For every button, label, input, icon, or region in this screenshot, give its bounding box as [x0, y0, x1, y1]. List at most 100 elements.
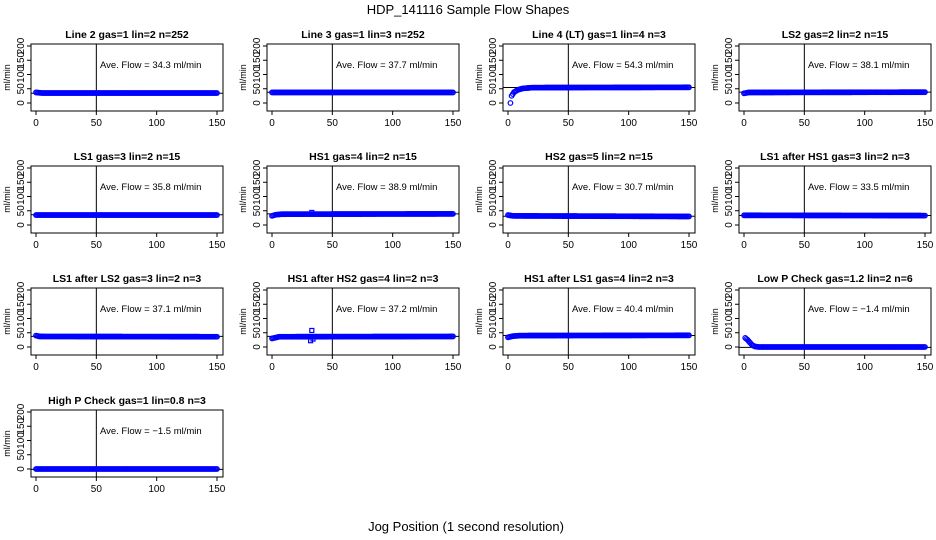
y-tick-label: 150 [724, 295, 735, 312]
plot-frame [30, 43, 224, 112]
x-tick-label: 0 [33, 240, 39, 251]
x-tick-label: 100 [856, 362, 873, 373]
x-tick-label: 0 [505, 362, 511, 373]
y-tick-label: 0 [16, 344, 27, 350]
panel-title: Line 4 (LT) gas=1 lin=4 n=3 [532, 29, 666, 41]
x-tick-label: 100 [148, 118, 165, 129]
y-tick-label: 100 [488, 188, 499, 205]
y-tick-label: 0 [488, 344, 499, 350]
outlier-point [309, 209, 315, 216]
data-series [33, 212, 220, 218]
y-tick-label: 100 [16, 66, 27, 83]
avg-flow-annotation: Ave. Flow = 30.7 ml/min [572, 182, 673, 193]
data-series [269, 327, 456, 344]
x-tick-label: 100 [620, 240, 637, 251]
y-tick-label: 200 [16, 403, 27, 420]
figure-title: HDP_141116 Sample Flow Shapes [367, 2, 570, 17]
data-point [507, 100, 514, 106]
x-tick-label: 150 [209, 118, 226, 129]
y-tick-label: 100 [488, 66, 499, 83]
x-tick-label: 100 [384, 362, 401, 373]
y-axis-label: ml/min [2, 186, 12, 213]
y-tick-label: 200 [252, 37, 263, 54]
plot-frame [30, 409, 224, 478]
avg-flow-annotation: Ave. Flow = 38.1 ml/min [808, 60, 909, 71]
y-axis-label: ml/min [710, 186, 720, 213]
y-tick-label: 100 [252, 188, 263, 205]
x-tick-label: 150 [445, 240, 462, 251]
y-axis-label: ml/min [238, 186, 248, 213]
y-tick-label: 200 [488, 159, 499, 176]
y-tick-label: 200 [488, 37, 499, 54]
x-axis-label: Jog Position (1 second resolution) [368, 519, 564, 534]
y-tick-label: 50 [252, 205, 263, 217]
plot-frame [738, 165, 932, 234]
panel-title: HS2 gas=5 lin=2 n=15 [545, 151, 653, 163]
panel-title: HS1 after LS1 gas=4 lin=2 n=3 [524, 273, 674, 285]
y-tick-label: 150 [252, 173, 263, 190]
plot-frame [502, 287, 696, 356]
data-point [214, 333, 220, 340]
x-tick-label: 150 [681, 240, 698, 251]
y-tick-label: 200 [724, 37, 735, 54]
y-axis-label: ml/min [238, 64, 248, 91]
y-tick-label: 0 [724, 222, 735, 228]
panel-title: LS1 after HS1 gas=3 lin=2 n=3 [760, 151, 910, 163]
x-tick-label: 0 [269, 240, 275, 251]
y-tick-label: 0 [488, 100, 499, 106]
x-tick-label: 100 [620, 118, 637, 129]
x-tick-label: 100 [384, 240, 401, 251]
y-tick-label: 50 [16, 83, 27, 95]
outlier-point [309, 327, 315, 334]
panel-title: LS1 gas=3 lin=2 n=15 [74, 151, 181, 163]
plot-frame [30, 165, 224, 234]
plot-frame [266, 165, 460, 234]
y-tick-label: 100 [16, 188, 27, 205]
x-tick-label: 0 [33, 118, 39, 129]
x-tick-label: 100 [620, 362, 637, 373]
avg-flow-annotation: Ave. Flow = 38.9 ml/min [336, 182, 437, 193]
x-tick-label: 50 [799, 240, 811, 251]
data-point [922, 89, 928, 96]
y-axis-label: ml/min [2, 430, 12, 457]
x-tick-label: 50 [327, 240, 339, 251]
avg-flow-annotation: Ave. Flow = −1.5 ml/min [100, 426, 202, 437]
y-tick-label: 50 [488, 205, 499, 217]
x-tick-label: 0 [741, 240, 747, 251]
x-tick-label: 50 [91, 362, 103, 373]
y-tick-label: 100 [724, 66, 735, 83]
panel: HS1 after HS2 gas=4 lin=2 n=305010015020… [238, 273, 462, 373]
y-tick-label: 150 [16, 295, 27, 312]
x-tick-label: 150 [681, 118, 698, 129]
x-tick-label: 150 [445, 118, 462, 129]
panel-title: LS2 gas=2 lin=2 n=15 [782, 29, 889, 41]
y-tick-label: 100 [16, 310, 27, 327]
y-tick-label: 50 [724, 327, 735, 339]
plot-frame [502, 165, 696, 234]
plot-frame [738, 287, 932, 356]
x-tick-label: 100 [856, 118, 873, 129]
y-axis-label: ml/min [2, 308, 12, 335]
data-point [686, 332, 692, 339]
y-axis-label: ml/min [238, 308, 248, 335]
y-tick-label: 200 [252, 159, 263, 176]
data-series [741, 89, 928, 97]
data-point [686, 84, 692, 91]
panel: Line 3 gas=1 lin=3 n=252050100150200ml/m… [238, 29, 462, 129]
x-tick-label: 50 [91, 118, 103, 129]
x-tick-label: 150 [917, 362, 934, 373]
x-tick-label: 50 [563, 240, 575, 251]
data-point [214, 212, 220, 218]
y-axis-label: ml/min [710, 64, 720, 91]
panel-title: Line 3 gas=1 lin=3 n=252 [301, 29, 425, 41]
y-tick-label: 50 [252, 83, 263, 95]
y-tick-label: 200 [488, 281, 499, 298]
y-axis-label: ml/min [474, 308, 484, 335]
x-tick-label: 0 [269, 362, 275, 373]
avg-flow-annotation: Ave. Flow = 37.7 ml/min [336, 60, 437, 71]
data-point [922, 344, 928, 350]
x-tick-label: 50 [563, 118, 575, 129]
avg-flow-annotation: Ave. Flow = 34.3 ml/min [100, 60, 201, 71]
y-tick-label: 0 [16, 100, 27, 106]
x-tick-label: 0 [741, 118, 747, 129]
